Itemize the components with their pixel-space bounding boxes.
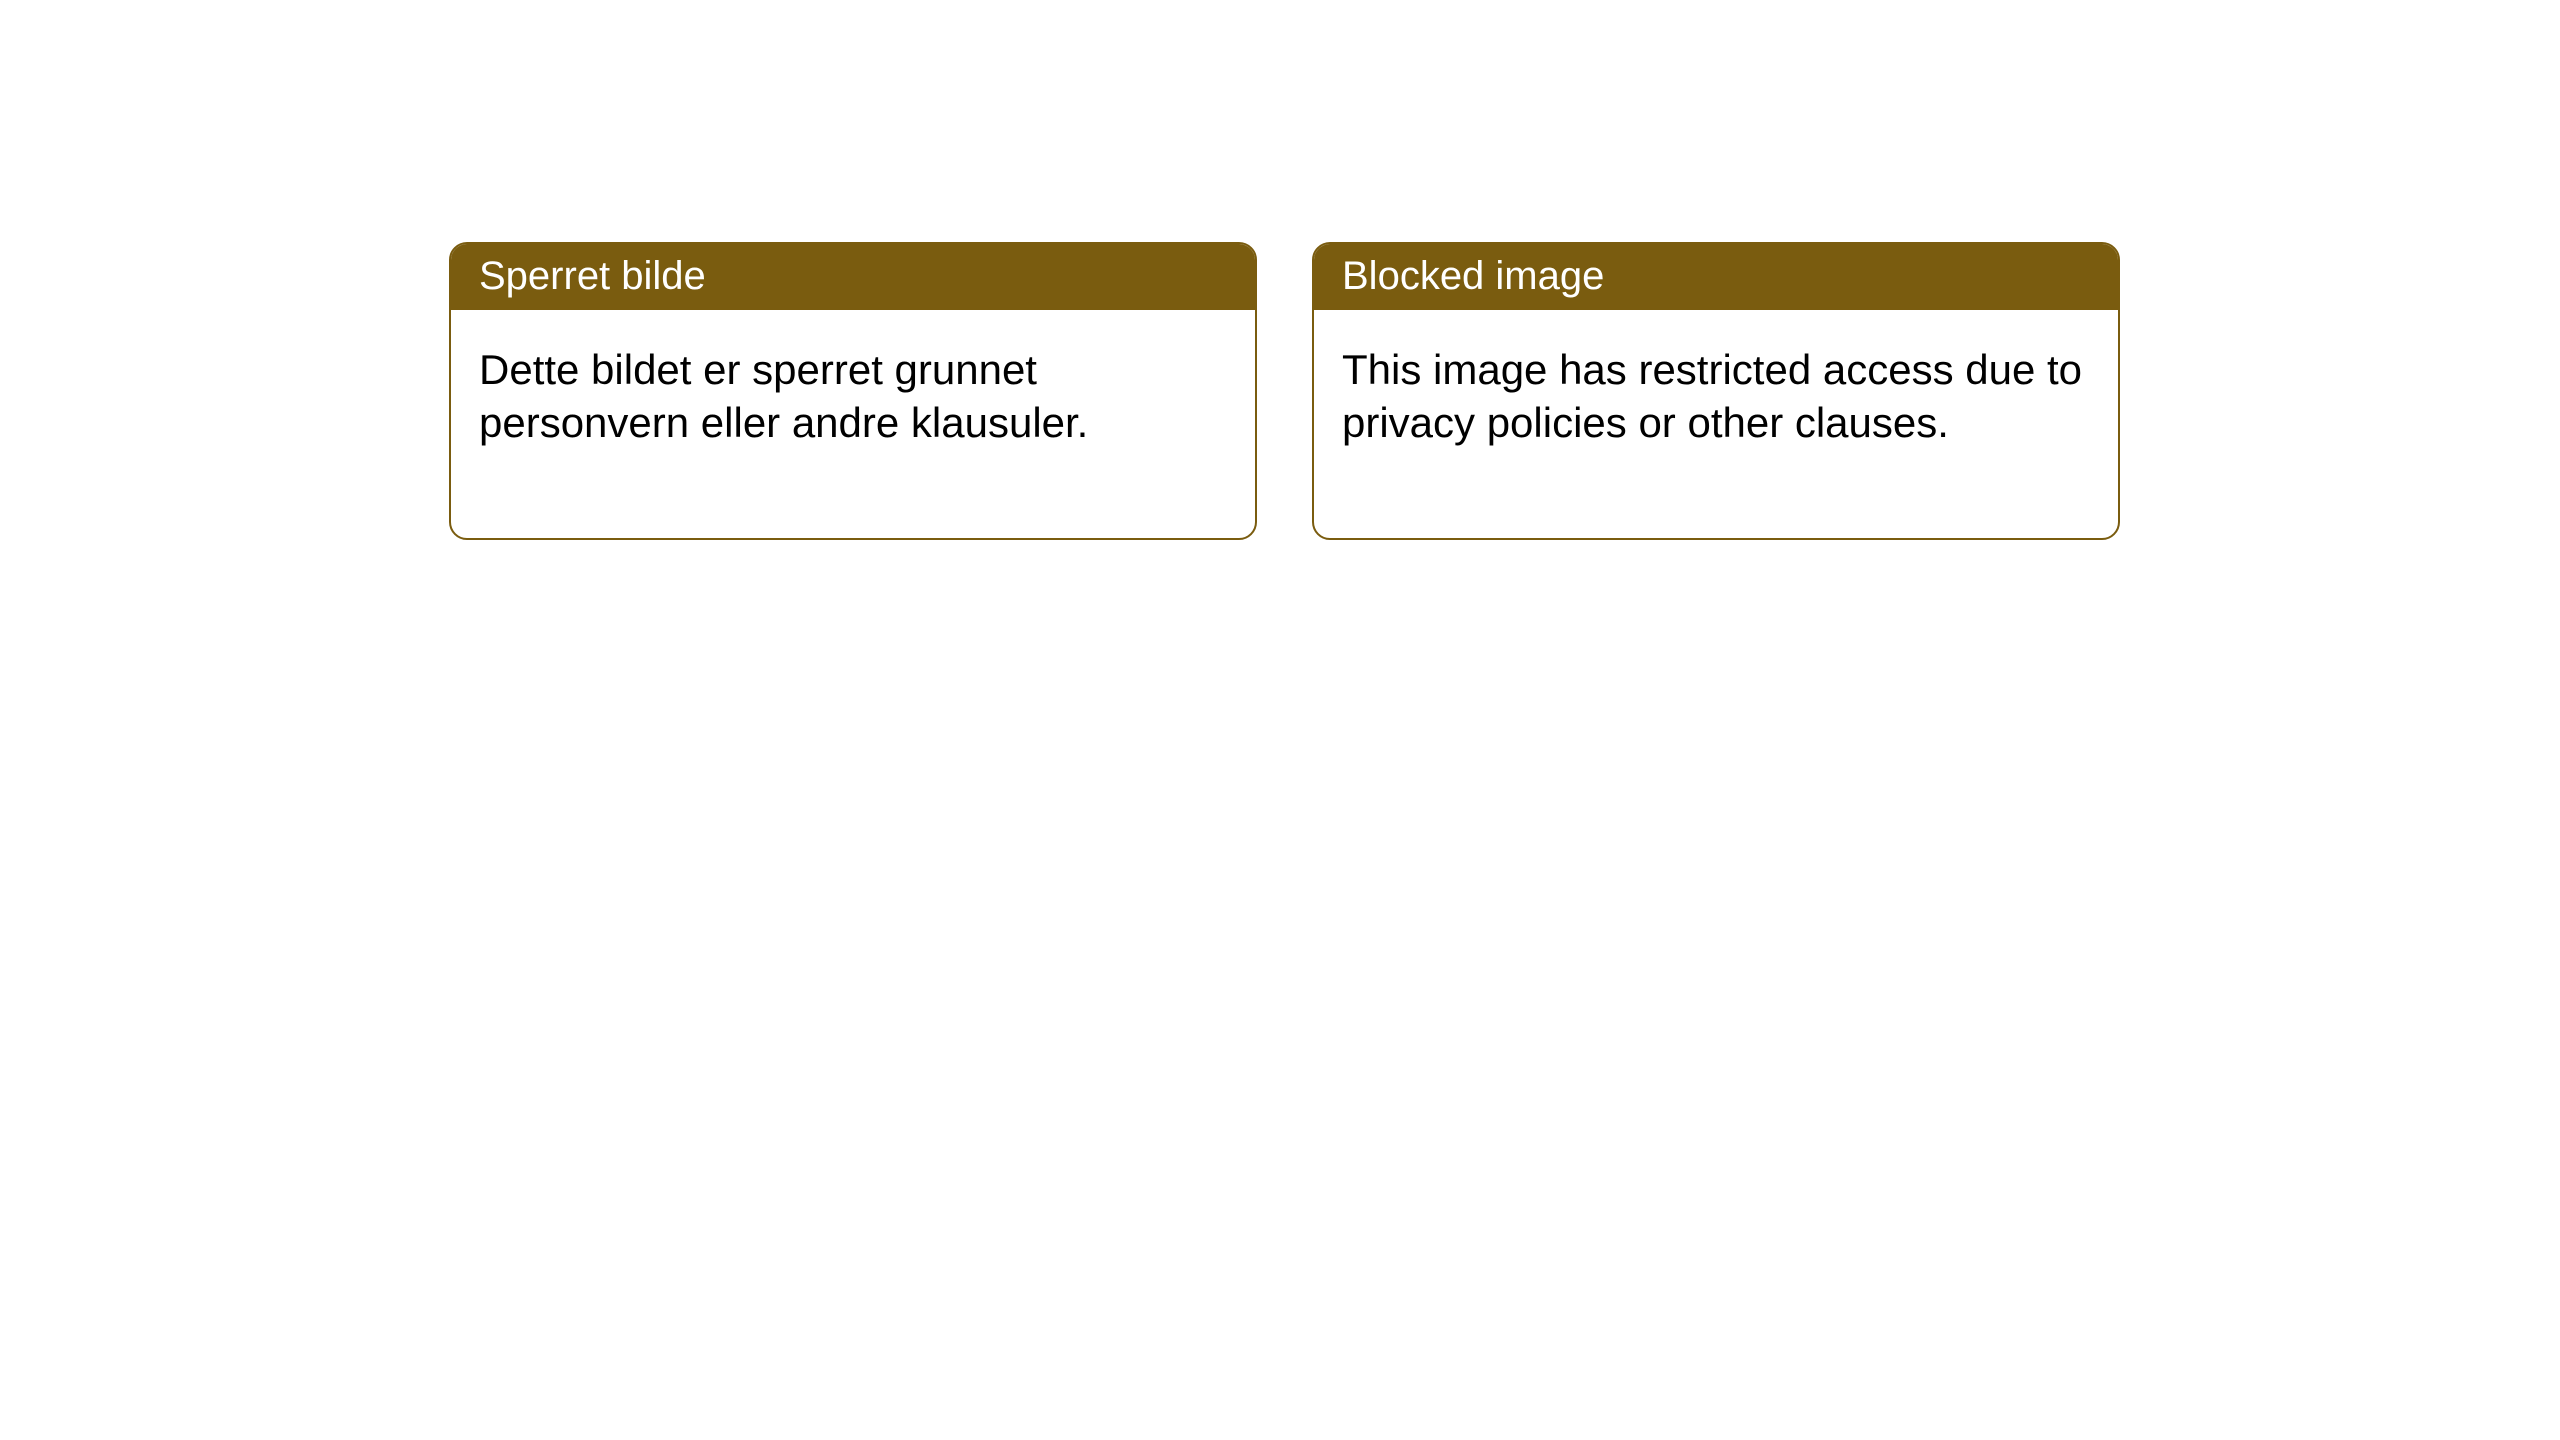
notice-body-norwegian: Dette bildet er sperret grunnet personve… <box>451 310 1255 538</box>
notice-card-english: Blocked image This image has restricted … <box>1312 242 2120 540</box>
notice-container: Sperret bilde Dette bildet er sperret gr… <box>449 242 2120 540</box>
notice-card-norwegian: Sperret bilde Dette bildet er sperret gr… <box>449 242 1257 540</box>
notice-title-english: Blocked image <box>1314 244 2118 310</box>
notice-title-norwegian: Sperret bilde <box>451 244 1255 310</box>
notice-body-english: This image has restricted access due to … <box>1314 310 2118 538</box>
